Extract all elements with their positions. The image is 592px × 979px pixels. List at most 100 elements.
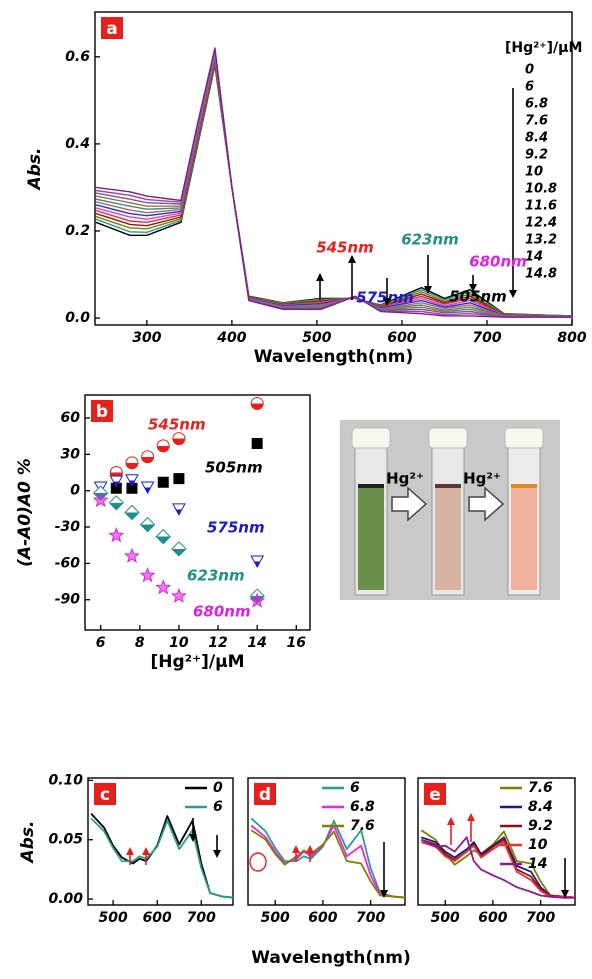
data-point <box>125 506 139 520</box>
legend-entry: 8.4 <box>525 131 548 146</box>
series-line <box>96 56 572 317</box>
y-axis-label: Abs. <box>25 148 45 192</box>
y-tick-label: 0.10 <box>48 772 83 788</box>
y-tick-label: 60 <box>61 410 81 426</box>
cuvette-3 <box>505 428 543 595</box>
series-label: 623nm <box>187 567 245 585</box>
series-line <box>96 63 572 316</box>
legend-entry: 13.2 <box>525 233 557 248</box>
data-point <box>251 556 263 567</box>
data-point <box>252 438 262 448</box>
legend-entry: 6.8 <box>525 97 548 112</box>
x-tick-label: 600 <box>387 330 416 346</box>
annotation-arrow <box>126 847 134 855</box>
series-line <box>91 818 236 898</box>
x-tick-label: 700 <box>472 330 501 346</box>
x-tick-label: 500 <box>302 330 331 346</box>
legend-entry: 12.4 <box>525 216 557 231</box>
panel-letter: a <box>106 19 117 39</box>
series-line <box>96 58 572 316</box>
annotation-arrow <box>467 813 475 821</box>
x-tick-label: 700 <box>356 910 385 926</box>
data-point <box>141 518 155 532</box>
series-line <box>91 814 236 898</box>
series-line <box>96 60 572 316</box>
x-tick-label: 600 <box>478 910 507 926</box>
series-label: 545nm <box>148 416 206 434</box>
legend-entry: 7.6 <box>528 780 553 796</box>
plot-area <box>91 814 236 898</box>
x-axis-label: [Hg²⁺]/μM <box>151 652 245 672</box>
legend-title: [Hg²⁺]/μM <box>505 40 582 56</box>
x-tick-label: 700 <box>526 910 555 926</box>
series-label: 505nm <box>205 459 263 477</box>
x-tick-label: 800 <box>557 330 586 346</box>
data-point <box>109 496 123 510</box>
y-tick-label: 0.4 <box>65 136 90 152</box>
data-point <box>172 589 185 602</box>
x-tick-label: 8 <box>135 635 145 651</box>
cuvette-2 <box>429 428 467 595</box>
data-point <box>158 477 168 487</box>
series-label: 680nm <box>193 603 251 621</box>
annotation-arrow <box>306 845 314 853</box>
series-line <box>421 840 579 898</box>
data-point <box>174 474 184 484</box>
photo: Hg²⁺ Hg²⁺ <box>340 420 560 600</box>
series-label: 575nm <box>207 519 265 537</box>
y-axis-label: Abs. <box>18 821 38 865</box>
figure: Hg²⁺ Hg²⁺ a3004005006007008000.00.20.40.… <box>0 0 592 979</box>
legend-entry: 6 <box>525 80 534 95</box>
series-line <box>96 64 572 316</box>
series-line <box>96 66 572 316</box>
series-line <box>96 61 572 316</box>
data-point <box>142 482 154 493</box>
annotation-arrow <box>213 850 221 858</box>
y-axis-label: (A-A0)A0 % <box>15 458 35 567</box>
data-point <box>173 504 185 515</box>
x-tick-label: 300 <box>132 330 161 346</box>
plot-area <box>251 818 408 898</box>
series-line <box>96 48 572 317</box>
photo-label: Hg²⁺ <box>463 470 501 488</box>
x-tick-label: 600 <box>308 910 337 926</box>
x-tick-label: 400 <box>216 330 246 346</box>
annotation: 545nm <box>316 239 374 257</box>
photo-label: Hg²⁺ <box>386 470 424 488</box>
x-tick-label: 10 <box>169 635 189 651</box>
annotation: 575nm <box>356 289 414 307</box>
y-tick-label: -90 <box>55 592 81 608</box>
data-point <box>141 569 154 582</box>
legend-entry: 14 <box>528 856 547 872</box>
panel-letter: d <box>259 785 271 805</box>
y-tick-label: 0.0 <box>65 310 90 326</box>
series-line <box>251 818 408 898</box>
series-line <box>96 54 572 317</box>
legend-entry: 11.6 <box>525 199 557 214</box>
annotation-arrow <box>142 847 150 855</box>
x-tick-label: 6 <box>96 635 106 651</box>
panel-letter: b <box>96 402 108 422</box>
data-point <box>173 433 185 445</box>
legend-entry: 6 <box>213 799 223 815</box>
cuvette-1 <box>352 428 390 595</box>
legend-entry: 10.8 <box>525 182 557 197</box>
y-tick-label: -30 <box>55 519 81 535</box>
legend-entry: 9.2 <box>525 148 548 163</box>
panel-letter: e <box>429 785 441 805</box>
x-tick-label: 14 <box>247 635 266 651</box>
annotation: 623nm <box>401 231 459 249</box>
legend-arrow <box>509 290 517 298</box>
data-point <box>172 542 186 556</box>
x-tick-label: 12 <box>208 635 227 651</box>
series-line <box>96 49 572 317</box>
data-point <box>110 529 123 542</box>
x-axis-label: Wavelength(nm) <box>254 347 413 367</box>
y-tick-label: 0.00 <box>48 891 83 907</box>
legend-entry: 8.4 <box>528 799 553 815</box>
series-line <box>421 837 579 898</box>
series-line <box>96 57 572 317</box>
y-tick-label: 0 <box>70 483 80 499</box>
data-point <box>126 457 138 469</box>
legend-entry: 6.8 <box>350 799 375 815</box>
